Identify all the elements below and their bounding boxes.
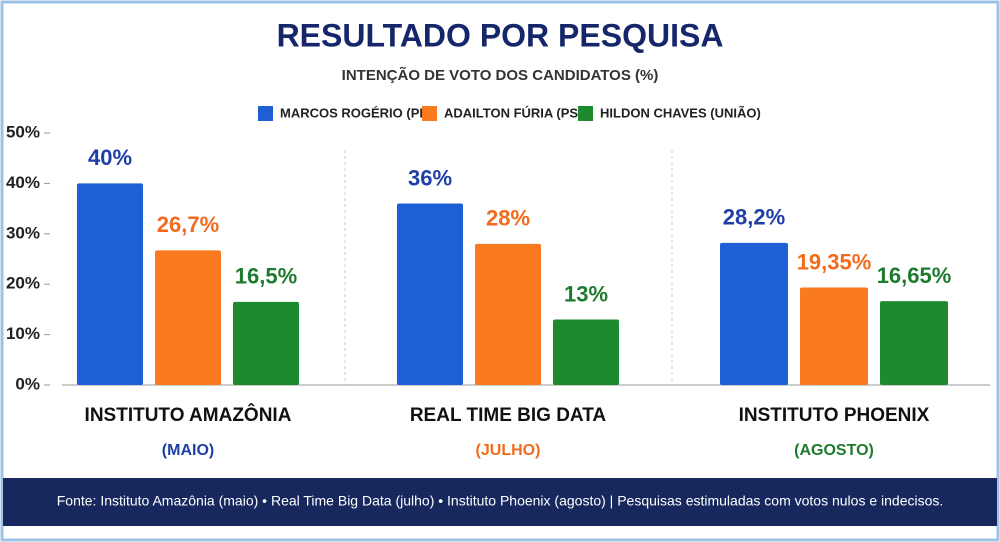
bar: [397, 203, 463, 385]
y-tick-label: 20%: [6, 274, 40, 293]
y-tick-label: 40%: [6, 173, 40, 192]
value-label: 28%: [486, 206, 530, 231]
legend-swatch: [422, 106, 437, 121]
legend-label: ADAILTON FÚRIA (PSD): [444, 105, 592, 120]
legend-label: HILDON CHAVES (UNIÃO): [600, 105, 761, 120]
x-tick-label: REAL TIME BIG DATA: [410, 405, 607, 426]
category-note: (MAIO): [162, 442, 214, 459]
footer-band: [3, 478, 997, 526]
value-label: 36%: [408, 165, 452, 190]
footer-text: Fonte: Instituto Amazônia (maio) • Real …: [57, 493, 944, 509]
y-tick-label: 30%: [6, 223, 40, 242]
bar: [233, 301, 299, 385]
category-note: (JULHO): [476, 442, 541, 459]
bar: [475, 243, 541, 385]
legend-swatch: [578, 106, 593, 121]
value-label: 40%: [88, 145, 132, 170]
x-tick-label: INSTITUTO PHOENIX: [739, 405, 930, 426]
bar: [880, 301, 948, 385]
legend-label: MARCOS ROGÉRIO (PL): [280, 105, 432, 120]
value-label: 16,5%: [235, 264, 297, 289]
bar: [155, 250, 221, 385]
bar: [800, 287, 868, 385]
bar: [553, 319, 619, 385]
value-label: 26,7%: [157, 212, 219, 237]
y-tick-label: 0%: [15, 374, 40, 393]
chart-subtitle: INTENÇÃO DE VOTO DOS CANDIDATOS (%): [342, 66, 659, 84]
x-tick-label: INSTITUTO AMAZÔNIA: [85, 404, 292, 426]
legend-swatch: [258, 106, 273, 121]
chart-title: RESULTADO POR PESQUISA: [277, 17, 724, 53]
value-label: 19,35%: [797, 249, 872, 274]
y-tick-label: 50%: [6, 122, 40, 141]
value-label: 16,65%: [877, 263, 952, 288]
bar: [77, 183, 143, 385]
value-label: 28,2%: [723, 205, 785, 230]
value-label: 13%: [564, 281, 608, 306]
bar: [720, 242, 788, 385]
y-tick-label: 10%: [6, 324, 40, 343]
category-note: (AGOSTO): [794, 442, 874, 459]
